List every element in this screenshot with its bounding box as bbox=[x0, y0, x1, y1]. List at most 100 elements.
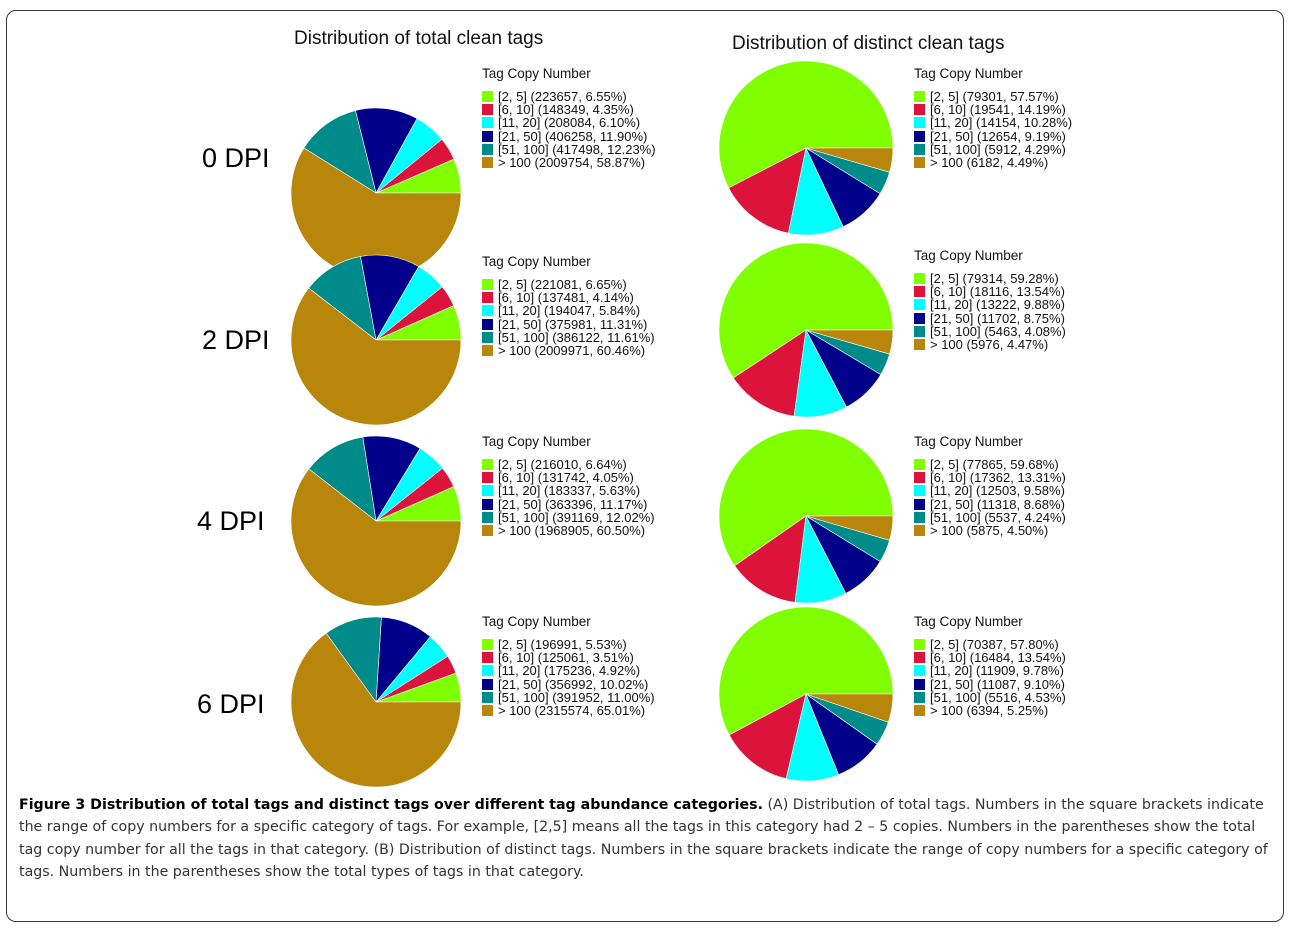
legend-item-21-50: [21, 50] (356992, 10.02%) bbox=[482, 676, 655, 692]
legend-swatch bbox=[914, 312, 925, 324]
legend-swatch bbox=[482, 678, 493, 690]
legend-swatch bbox=[482, 459, 493, 471]
legend-label: [51, 100] (391952, 11.00%) bbox=[498, 689, 655, 705]
legend-distinct-2dpi: Tag Copy Number [2, 5] (79314, 59.28%) [6,… bbox=[914, 248, 1066, 352]
legend-item-6-10: [6, 10] (137481, 4.14%) bbox=[482, 290, 655, 306]
legend-item-2-5: [2, 5] (223657, 6.55%) bbox=[482, 89, 656, 104]
row-label-2dpi: 2 DPI bbox=[202, 325, 270, 355]
legend-label: [2, 5] (79301, 57.57%) bbox=[930, 89, 1059, 105]
legend-label: [11, 20] (11909, 9.78%) bbox=[930, 663, 1064, 679]
legend-label: [21, 50] (11087, 9.10%) bbox=[930, 676, 1065, 692]
legend-item-2-5: [2, 5] (216010, 6.64%) bbox=[482, 457, 655, 473]
legend-item-21-50: [21, 50] (12654, 9.19%) bbox=[914, 128, 1072, 144]
legend-item-21-50: [21, 50] (11318, 8.68%) bbox=[914, 497, 1066, 512]
legend-item-over-100: > 100 (2009971, 60.46%) bbox=[482, 343, 655, 358]
legend-total-0dpi: Tag Copy Number [2, 5] (223657, 6.55%) [6,… bbox=[482, 66, 656, 171]
figure-frame bbox=[6, 10, 1284, 922]
legend-swatch bbox=[482, 91, 493, 103]
pie-slice-2-5 bbox=[718, 428, 894, 567]
legend-item-over-100: > 100 (6394, 5.25%) bbox=[914, 703, 1066, 718]
legend-swatch bbox=[482, 305, 493, 317]
legend-item-6-10: [6, 10] (131742, 4.05%) bbox=[482, 470, 655, 486]
legend-swatch bbox=[914, 485, 925, 497]
legend-label: [51, 100] (5463, 4.08%) bbox=[930, 323, 1066, 339]
legend-item-51-100: [51, 100] (391169, 12.02%) bbox=[482, 509, 655, 525]
pie-slice-51-100 bbox=[308, 256, 377, 341]
legend-swatch bbox=[914, 498, 925, 510]
pie-slice-6-10 bbox=[728, 147, 807, 234]
legend-label: [2, 5] (221081, 6.65%) bbox=[498, 277, 627, 293]
pie-chart-total-6dpi bbox=[290, 616, 462, 788]
legend-label: > 100 (2009754, 58.87%) bbox=[498, 155, 646, 171]
pie-slice-over-100 bbox=[805, 329, 894, 355]
legend-label: [51, 100] (5516, 4.53%) bbox=[930, 689, 1066, 705]
legend-swatch bbox=[482, 498, 493, 510]
pie-slice-over-100 bbox=[290, 632, 462, 788]
legend-distinct-0dpi: Tag Copy Number [2, 5] (79301, 57.57%) [6,… bbox=[914, 66, 1072, 171]
legend-item-51-100: [51, 100] (386122, 11.61%) bbox=[482, 329, 655, 345]
legend-swatch bbox=[914, 104, 925, 116]
legend-swatch bbox=[482, 345, 493, 357]
legend-label: [6, 10] (16484, 13.54%) bbox=[930, 650, 1066, 666]
legend-label: [21, 50] (12654, 9.19%) bbox=[930, 128, 1066, 144]
legend-item-51-100: [51, 100] (5463, 4.08%) bbox=[914, 323, 1066, 339]
legend-swatch bbox=[482, 318, 493, 330]
legend-label: [51, 100] (5912, 4.29%) bbox=[930, 141, 1066, 157]
legend-label: [11, 20] (208084, 6.10%) bbox=[498, 115, 641, 131]
legend-distinct-4dpi: Tag Copy Number [2, 5] (77865, 59.68%) [6,… bbox=[914, 434, 1066, 538]
row-label-4dpi: 4 DPI bbox=[197, 506, 265, 536]
legend-swatch bbox=[914, 678, 925, 690]
row-label-6dpi: 6 DPI bbox=[197, 689, 265, 719]
legend-title: Tag Copy Number bbox=[482, 614, 591, 629]
pie-slice-6-10 bbox=[732, 329, 807, 417]
legend-label: [51, 100] (391169, 12.02%) bbox=[498, 509, 655, 525]
legend-label: [21, 50] (11702, 8.75%) bbox=[930, 310, 1065, 326]
legend-label: [6, 10] (148349, 4.35%) bbox=[498, 102, 634, 118]
legend-title: Tag Copy Number bbox=[482, 66, 591, 81]
pie-slice-over-100 bbox=[290, 468, 462, 607]
pie-slice-2-5 bbox=[718, 606, 894, 736]
legend-label: [2, 5] (196991, 5.53%) bbox=[498, 637, 627, 653]
pie-slice-2-5 bbox=[718, 60, 894, 189]
legend-item-11-20: [11, 20] (183337, 5.63%) bbox=[482, 483, 655, 499]
legend-swatch bbox=[482, 639, 493, 651]
pie-chart-total-2dpi bbox=[290, 254, 462, 426]
legend-swatch bbox=[914, 325, 925, 337]
legend-swatch bbox=[482, 691, 493, 703]
legend-swatch bbox=[914, 157, 925, 169]
legend-item-21-50: [21, 50] (406258, 11.90%) bbox=[482, 129, 656, 144]
pie-slice-over-100 bbox=[805, 147, 894, 173]
legend-swatch bbox=[482, 157, 493, 169]
caption-label: Figure 3 Distribution of total tags and … bbox=[19, 797, 763, 813]
legend-swatch bbox=[482, 705, 493, 717]
legend-label: [6, 10] (131742, 4.05%) bbox=[498, 470, 634, 486]
legend-distinct-6dpi: Tag Copy Number [2, 5] (70387, 57.80%) [6,… bbox=[914, 614, 1066, 718]
legend-label: [51, 100] (386122, 11.61%) bbox=[498, 329, 655, 345]
pie-chart-distinct-0dpi bbox=[718, 60, 894, 236]
legend-item-2-5: [2, 5] (221081, 6.65%) bbox=[482, 277, 655, 293]
pie-slice-over-100 bbox=[805, 515, 894, 541]
legend-item-over-100: > 100 (6182, 4.49%) bbox=[914, 155, 1072, 171]
legend-label: > 100 (6182, 4.49%) bbox=[930, 155, 1049, 171]
pie-chart-total-4dpi bbox=[290, 435, 462, 607]
legend-label: [2, 5] (216010, 6.64%) bbox=[498, 457, 627, 473]
legend-label: [6, 10] (19541, 14.19%) bbox=[930, 102, 1066, 118]
legend-label: > 100 (1968905, 60.50%) bbox=[498, 523, 646, 539]
legend-title: Tag Copy Number bbox=[914, 66, 1023, 81]
legend-label: [11, 20] (183337, 5.63%) bbox=[498, 483, 641, 499]
legend-item-11-20: [11, 20] (13222, 9.88%) bbox=[914, 297, 1066, 312]
column-title-total: Distribution of total clean tags bbox=[294, 28, 544, 49]
legend-label: [6, 10] (137481, 4.14%) bbox=[498, 290, 634, 306]
legend-swatch bbox=[914, 299, 925, 311]
legend-item-2-5: [2, 5] (196991, 5.53%) bbox=[482, 637, 655, 653]
legend-item-51-100: [51, 100] (5537, 4.24%) bbox=[914, 510, 1066, 525]
legend-label: [21, 50] (356992, 10.02%) bbox=[498, 676, 649, 692]
legend-swatch bbox=[914, 339, 925, 351]
pie-chart-total-0dpi bbox=[290, 107, 462, 279]
legend-item-51-100: [51, 100] (391952, 11.00%) bbox=[482, 689, 655, 705]
legend-label: [6, 10] (17362, 13.31%) bbox=[930, 470, 1066, 486]
row-label-0dpi: 0 DPI bbox=[202, 143, 270, 173]
pie-slice-51-100 bbox=[303, 110, 377, 194]
legend-swatch bbox=[914, 459, 925, 471]
legend-item-11-20: [11, 20] (208084, 6.10%) bbox=[482, 115, 656, 131]
